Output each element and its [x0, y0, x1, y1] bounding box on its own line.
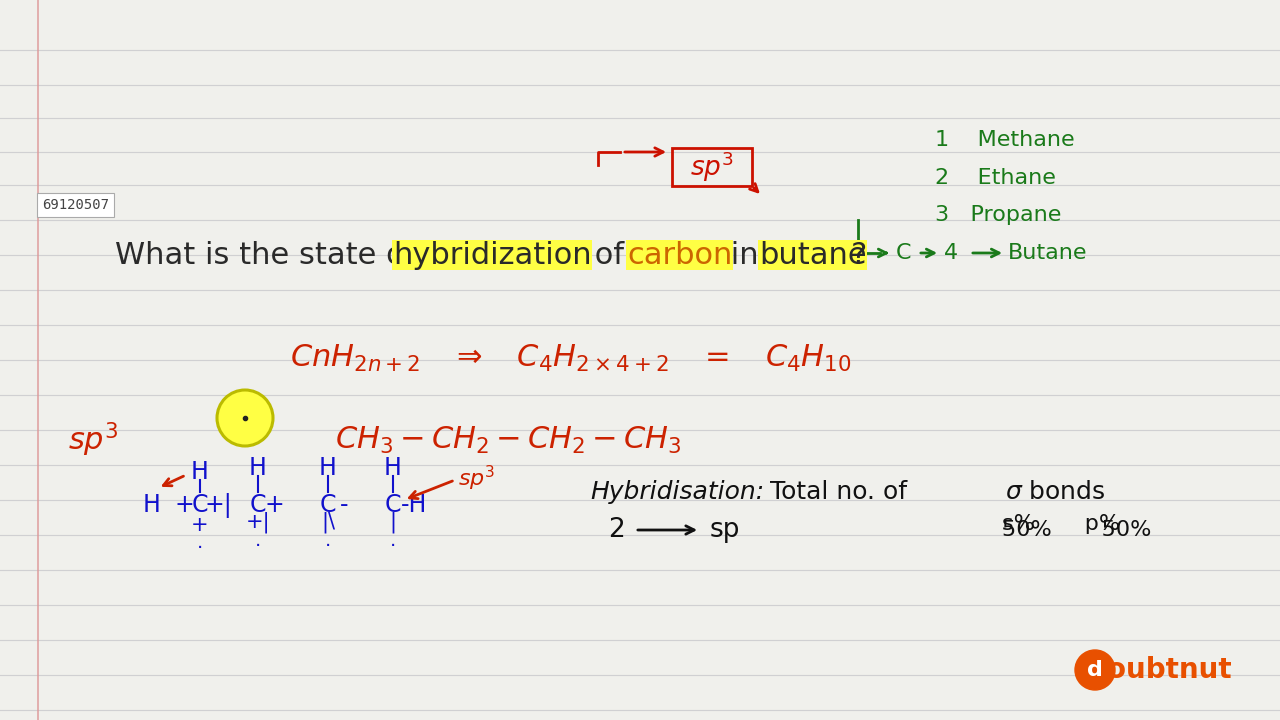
Text: C: C	[896, 243, 911, 263]
Text: +|: +|	[204, 492, 232, 518]
Text: d: d	[1087, 660, 1103, 680]
Text: .: .	[390, 531, 396, 549]
Text: H: H	[250, 456, 268, 480]
Text: Hybridisation:: Hybridisation:	[590, 480, 764, 504]
Text: Butane: Butane	[1009, 243, 1088, 263]
Text: H: H	[143, 493, 161, 517]
Text: .: .	[255, 531, 261, 549]
Text: $sp^3$: $sp^3$	[458, 464, 495, 492]
Circle shape	[218, 390, 273, 446]
Text: 4: 4	[945, 243, 959, 263]
Text: of: of	[585, 240, 634, 269]
Text: .: .	[325, 531, 332, 549]
Text: butane: butane	[759, 240, 867, 269]
Text: 50%       50%: 50% 50%	[1002, 520, 1152, 540]
Bar	[672, 148, 753, 186]
Text: 1    Methane: 1 Methane	[934, 130, 1075, 150]
Text: s%       p%: s% p%	[1002, 514, 1120, 534]
Text: C: C	[385, 493, 401, 517]
Text: ?: ?	[851, 240, 868, 269]
Text: carbon: carbon	[627, 240, 732, 269]
Text: doubtnut: doubtnut	[1088, 656, 1233, 684]
Text: C: C	[250, 493, 266, 517]
Text: Total no. of: Total no. of	[771, 480, 908, 504]
Text: -: -	[339, 493, 348, 517]
Text: 3   Propane: 3 Propane	[934, 205, 1061, 225]
Text: -H: -H	[401, 493, 428, 517]
Text: $\sigma$ bonds: $\sigma$ bonds	[1005, 480, 1106, 504]
Text: in: in	[721, 240, 768, 269]
Text: C: C	[192, 493, 209, 517]
Text: |\: |\	[321, 511, 335, 533]
Text: $\mathit{sp}^3$: $\mathit{sp}^3$	[690, 150, 733, 184]
Text: 2: 2	[608, 517, 625, 543]
Circle shape	[1075, 650, 1115, 690]
Text: +: +	[264, 493, 284, 517]
Text: 69120507: 69120507	[42, 198, 109, 212]
Text: H: H	[319, 456, 337, 480]
Text: +: +	[174, 493, 193, 517]
Text: C: C	[320, 493, 337, 517]
Text: hybridization: hybridization	[393, 240, 591, 269]
Text: 2    Ethane: 2 Ethane	[934, 168, 1056, 188]
Text: $CnH_{2n+2}$   $\Rightarrow$   $C_4H_{2\times4+2}$   $=$   $C_4H_{10}$: $CnH_{2n+2}$ $\Rightarrow$ $C_4H_{2\time…	[291, 343, 851, 374]
Text: .: .	[197, 533, 204, 552]
Text: H: H	[191, 460, 209, 484]
Text: $sp^3$: $sp^3$	[68, 420, 119, 459]
Text: +: +	[191, 515, 209, 535]
Text: What is the state of: What is the state of	[115, 240, 425, 269]
Text: sp: sp	[710, 517, 741, 543]
Text: $CH_3 - CH_2 - CH_2 - CH_3$: $CH_3 - CH_2 - CH_2 - CH_3$	[335, 425, 681, 456]
Text: |: |	[389, 511, 397, 533]
Text: +|: +|	[246, 511, 270, 533]
Text: H: H	[384, 456, 402, 480]
